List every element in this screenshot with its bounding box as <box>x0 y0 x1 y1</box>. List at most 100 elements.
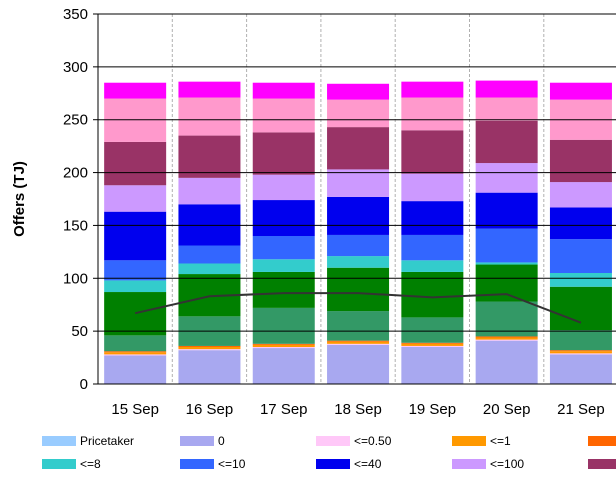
legend-label: <=10 <box>218 457 246 471</box>
bar-segment <box>327 311 390 341</box>
bar-segment <box>475 97 538 121</box>
legend-swatch <box>42 436 76 446</box>
bar-segment <box>401 343 464 346</box>
bar-segment <box>252 174 315 201</box>
y-tick-label: 200 <box>63 165 88 182</box>
legend-swatch <box>316 436 350 446</box>
bar-segment <box>104 355 167 384</box>
bar-segment <box>549 354 612 384</box>
bar-segment <box>252 344 315 347</box>
bar-segment <box>401 130 464 174</box>
y-tick-label: 100 <box>63 270 88 287</box>
bar-segment <box>178 97 241 136</box>
bar-segment <box>549 139 612 183</box>
bar-segment <box>252 343 315 345</box>
legend-swatch <box>452 436 486 446</box>
legend-swatch <box>588 436 616 446</box>
bars <box>104 80 612 384</box>
bar-segment <box>475 163 538 193</box>
bar-segment <box>178 204 241 246</box>
bar-segment <box>401 81 464 98</box>
bar-segment <box>401 345 464 347</box>
legend-label: <=100 <box>490 457 524 471</box>
bar-segment <box>401 347 464 384</box>
bar-segment <box>327 344 390 384</box>
bar-segment <box>327 127 390 170</box>
bar-segment <box>178 347 241 350</box>
bar-segment <box>549 82 612 100</box>
overlay-line <box>134 292 582 324</box>
y-tick-label: 350 <box>63 6 88 23</box>
x-tick-label: 16 Sep <box>186 401 234 418</box>
bar-segment <box>104 185 167 212</box>
x-tick-label: 19 Sep <box>409 401 457 418</box>
legend-label: <=1 <box>490 434 511 448</box>
bar-segment <box>104 352 167 355</box>
bar-segment <box>401 97 464 131</box>
bar-segment <box>252 82 315 99</box>
bar-segment <box>549 351 612 354</box>
x-tick-label: 18 Sep <box>334 401 382 418</box>
bar-segment <box>475 337 538 340</box>
legend-label: 0 <box>218 434 225 448</box>
x-tick-label: 20 Sep <box>483 401 531 418</box>
bar-segment <box>475 336 538 338</box>
bar-segment <box>549 182 612 208</box>
bar-segment <box>104 280 167 293</box>
bar-segment <box>327 340 390 342</box>
bar-segment <box>178 350 241 384</box>
bar-segment <box>104 82 167 99</box>
bar-segment <box>252 348 315 384</box>
legend-swatch <box>588 459 616 469</box>
bar-segment <box>327 169 390 197</box>
legend-swatch <box>180 459 214 469</box>
bar-segment <box>549 353 612 355</box>
bar-segment <box>327 256 390 268</box>
bar-segment <box>252 259 315 272</box>
bar-segment <box>475 120 538 164</box>
y-tick-label: 150 <box>63 217 88 234</box>
bar-segment <box>252 200 315 236</box>
bar-segment <box>252 98 315 133</box>
bar-segment <box>104 260 167 281</box>
bar-segment <box>475 339 538 341</box>
bar-segment <box>401 173 464 202</box>
bar-segment <box>104 211 167 261</box>
bar-segment <box>401 342 464 344</box>
bar-segment <box>401 201 464 235</box>
bar-segment <box>104 351 167 353</box>
bar-segment <box>178 135 241 178</box>
bar-segment <box>252 307 315 344</box>
bar-segment <box>178 349 241 351</box>
legend-swatch <box>452 459 486 469</box>
y-axis-title: Offers (TJ) <box>11 161 28 237</box>
bar-segment <box>178 345 241 347</box>
bar-segment <box>401 260 464 272</box>
bar-segment <box>549 350 612 352</box>
bar-segment <box>549 286 612 331</box>
bar-segment <box>401 234 464 261</box>
bar-segment <box>327 267 390 312</box>
legend-label: <=0.50 <box>354 434 392 448</box>
y-tick-label: 0 <box>80 376 88 393</box>
y-tick-label: 250 <box>63 112 88 129</box>
legend-label: <=8 <box>80 457 101 471</box>
bar-segment <box>178 245 241 264</box>
bar-segment <box>327 343 390 345</box>
bar-segment <box>475 340 538 384</box>
bar-segment <box>401 271 464 318</box>
x-tick-label: 15 Sep <box>111 401 159 418</box>
bar-segment <box>104 141 167 186</box>
bar-segment <box>549 330 612 351</box>
bar-segment <box>104 98 167 142</box>
bar-segment <box>178 177 241 205</box>
bar-segment <box>475 80 538 98</box>
bar-segment <box>252 271 315 308</box>
bar-segment <box>104 335 167 352</box>
legend-swatch <box>180 436 214 446</box>
bar-segment <box>252 236 315 260</box>
bar-segment <box>475 192 538 229</box>
bar-segment <box>178 81 241 98</box>
bar-segment <box>401 317 464 343</box>
